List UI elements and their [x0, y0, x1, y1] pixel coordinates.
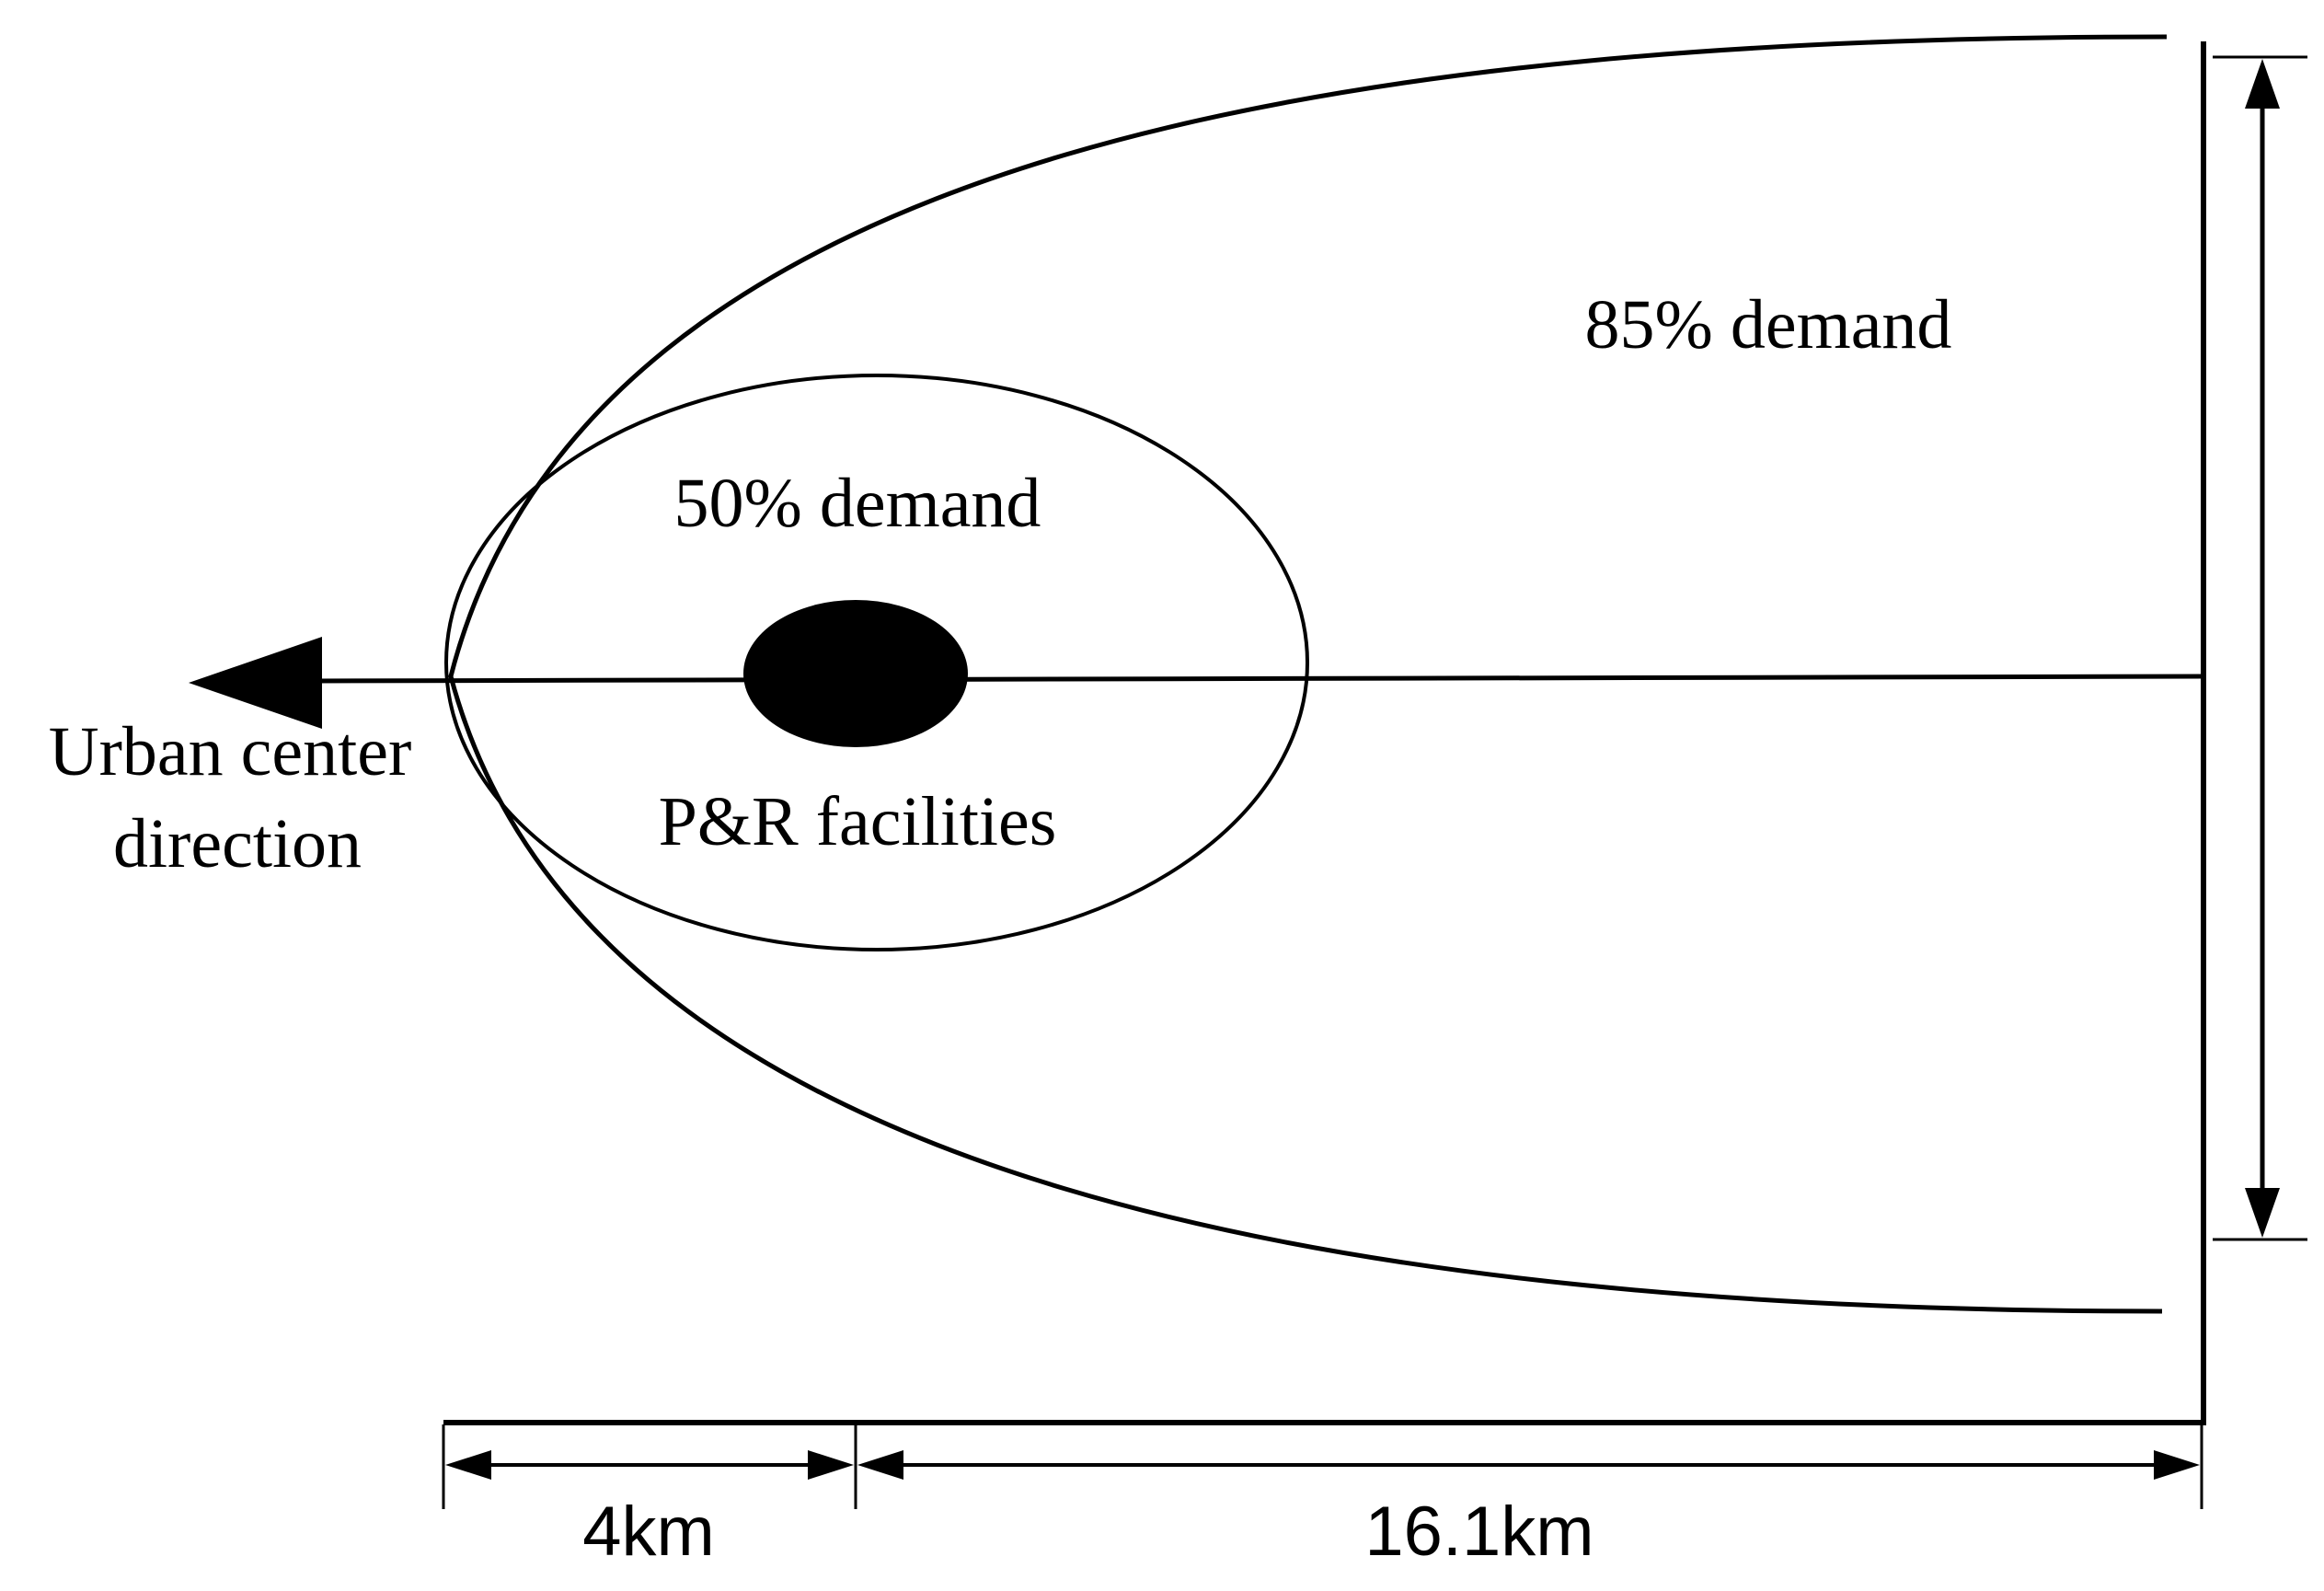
inner-catchment-ellipse — [444, 374, 1309, 951]
outer-catchment-boundary — [448, 34, 2168, 1314]
vertical-dim-arrow-up-icon — [2245, 59, 2280, 109]
corridor-axis-line — [316, 674, 2204, 684]
dim-short-arrow-right-icon — [808, 1450, 854, 1480]
dim-short-label: 4km — [582, 1493, 715, 1571]
pr-facility-marker — [743, 600, 968, 747]
direction-label-line1: Urban center — [49, 713, 412, 790]
outer-zone-label: 85% demand — [1585, 286, 1952, 363]
urban-direction-arrow-icon — [189, 637, 322, 729]
inner-zone-label: 50% demand — [674, 465, 1041, 542]
vertical-dim-arrow-down-icon — [2245, 1188, 2280, 1238]
direction-label-line2: direction — [113, 805, 362, 882]
dim-long-label: 16.1km — [1364, 1493, 1593, 1571]
dim-long-arrow-right-icon — [2154, 1450, 2200, 1480]
facility-label: P&R facilities — [659, 783, 1057, 860]
dim-long-arrow-left-icon — [857, 1450, 903, 1480]
dim-short-arrow-left-icon — [445, 1450, 491, 1480]
